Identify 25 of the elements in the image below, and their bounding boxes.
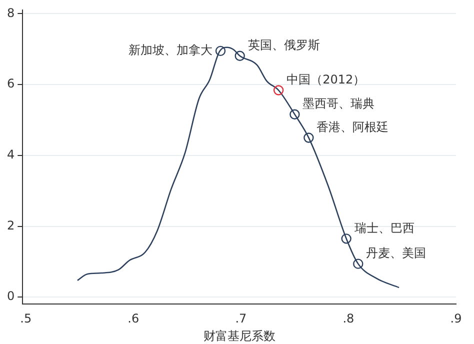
x-tick-label: .6 (128, 312, 140, 326)
y-tick-label: 2 (6, 218, 15, 232)
annotation: 丹麦、美国 (366, 246, 426, 260)
point (304, 132, 314, 143)
x-tick-label: .5 (20, 312, 32, 326)
y-tick-label: 0 (6, 289, 15, 304)
x-tick-label: .8 (342, 312, 354, 326)
point (341, 234, 352, 244)
x-tick-label: .7 (235, 312, 247, 326)
point (353, 258, 364, 269)
point (215, 46, 226, 56)
y-tick-label: 8 (6, 6, 15, 20)
y-tick-label: 6 (6, 76, 15, 91)
point (290, 109, 300, 120)
point (234, 50, 245, 61)
y-tick-label: 4 (6, 148, 15, 162)
annotation: 中国（2012） (286, 72, 366, 86)
x-axis-title: 财富基尼系数 (203, 328, 276, 343)
annotation: 墨西哥、瑞典 (302, 96, 375, 110)
annotation: 英国、俄罗斯 (248, 38, 320, 52)
annotation: 香港、阿根廷 (316, 120, 389, 134)
x-tick-label: .9 (450, 312, 462, 326)
point (273, 85, 284, 96)
annotation: 新加坡、加拿大 (128, 43, 212, 58)
annotation: 瑞士、巴西 (354, 220, 414, 235)
